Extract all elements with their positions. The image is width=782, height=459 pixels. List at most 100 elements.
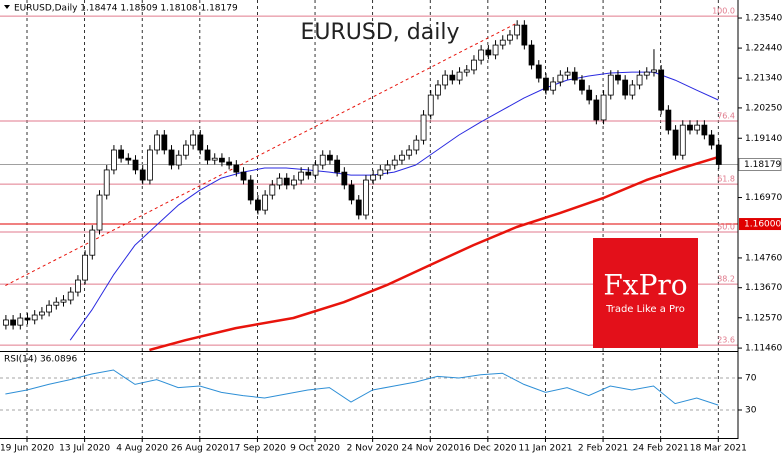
candle-body bbox=[442, 74, 449, 86]
candle-body bbox=[291, 179, 297, 186]
y-tick-label: 1.20250 bbox=[745, 103, 782, 113]
candle-body bbox=[363, 179, 369, 216]
candle-body bbox=[586, 89, 593, 101]
logo-name: FxPro bbox=[603, 269, 687, 302]
x-tick-label: 11 Jan 2021 bbox=[518, 444, 572, 454]
candle-body bbox=[478, 49, 485, 61]
candle-body bbox=[449, 74, 456, 81]
candle-body bbox=[233, 164, 240, 173]
moving-average bbox=[149, 155, 719, 351]
candle-body bbox=[67, 291, 74, 301]
candle-body bbox=[247, 179, 254, 201]
candle-body bbox=[600, 94, 607, 121]
candle-body bbox=[96, 194, 103, 231]
candle-body bbox=[564, 71, 571, 76]
candle-body bbox=[391, 159, 398, 166]
candle-body bbox=[319, 154, 326, 166]
candle-body bbox=[262, 194, 269, 211]
candle-body bbox=[103, 169, 110, 196]
candle-body bbox=[413, 139, 420, 151]
price-box-label: 1.16000 bbox=[744, 220, 781, 230]
candle-body bbox=[60, 299, 67, 303]
logo-tagline: Trade Like a Pro bbox=[605, 304, 685, 315]
candle-body bbox=[665, 109, 672, 131]
y-tick-label: 1.23540 bbox=[745, 14, 782, 24]
x-tick-label: 16 Dec 2020 bbox=[459, 444, 517, 454]
candle-body bbox=[607, 74, 614, 96]
candle-body bbox=[298, 171, 305, 181]
candle-body bbox=[492, 44, 499, 56]
candle-body bbox=[348, 184, 355, 201]
price-box bbox=[739, 218, 781, 231]
rsi-tick-label: 70 bbox=[745, 374, 757, 384]
fib-label: 38.2 bbox=[717, 275, 735, 284]
candle-body bbox=[168, 149, 175, 166]
y-tick-label: 1.11460 bbox=[745, 344, 782, 354]
rsi-label: RSI(14) 36.0896 bbox=[4, 355, 77, 365]
candle-body bbox=[111, 149, 117, 171]
candle-body bbox=[89, 229, 96, 256]
candle-body bbox=[514, 24, 521, 36]
candle-body bbox=[211, 157, 218, 161]
candle-body bbox=[204, 149, 211, 161]
candle-body bbox=[305, 171, 312, 176]
candle-body bbox=[10, 319, 17, 326]
candle-body bbox=[255, 199, 261, 211]
y-tick-label: 1.13670 bbox=[745, 283, 782, 293]
candle-body bbox=[24, 317, 31, 321]
candle-body bbox=[507, 34, 513, 41]
candle-body bbox=[161, 134, 168, 151]
candle-body bbox=[46, 304, 53, 313]
candle-body bbox=[39, 311, 45, 316]
candle-body bbox=[53, 301, 60, 306]
candle-body bbox=[377, 169, 384, 176]
x-tick-label: 4 Aug 2020 bbox=[116, 444, 168, 454]
candle-body bbox=[463, 69, 470, 73]
candle-body bbox=[399, 154, 405, 161]
candle-body bbox=[550, 81, 557, 91]
y-tick-label: 1.21340 bbox=[745, 74, 782, 84]
candle-body bbox=[629, 84, 636, 96]
y-tick-label: 1.19140 bbox=[745, 134, 782, 144]
candle-body bbox=[694, 124, 701, 131]
candle-body bbox=[615, 74, 621, 81]
candle-body bbox=[312, 164, 319, 176]
candle-body bbox=[643, 71, 650, 76]
candle-body bbox=[219, 157, 225, 163]
header: EURUSD,Daily 1.18474 1.18509 1.18108 1.1… bbox=[14, 4, 238, 14]
candle-body bbox=[384, 164, 391, 171]
candle-body bbox=[240, 171, 247, 181]
candle-body bbox=[406, 149, 413, 156]
candle-body bbox=[183, 144, 189, 156]
y-tick-label: 1.22440 bbox=[745, 44, 782, 54]
candle-body bbox=[543, 77, 549, 91]
candle-body bbox=[528, 44, 535, 66]
x-tick-label: 17 Sep 2020 bbox=[229, 444, 286, 454]
candle-body bbox=[651, 69, 657, 73]
candle-body bbox=[226, 161, 233, 166]
x-tick-label: 9 Oct 2020 bbox=[290, 444, 340, 454]
candle-body bbox=[471, 59, 477, 71]
candle-body bbox=[636, 74, 643, 86]
candle-body bbox=[435, 84, 441, 96]
candle-body bbox=[139, 169, 146, 181]
candle-body bbox=[175, 154, 182, 166]
candle-body bbox=[31, 314, 38, 321]
candle-body bbox=[579, 79, 585, 91]
candle-body bbox=[687, 124, 693, 131]
candle-body bbox=[535, 64, 542, 79]
rsi-panel bbox=[0, 353, 738, 438]
candle-body bbox=[154, 134, 161, 151]
candle-body bbox=[190, 134, 197, 146]
fib-label: 76.4 bbox=[717, 112, 735, 121]
x-tick-label: 18 Mar 2021 bbox=[690, 444, 747, 454]
x-tick-label: 2 Feb 2021 bbox=[578, 444, 628, 454]
fib-label: 100.0 bbox=[712, 7, 735, 16]
candle-body bbox=[420, 114, 427, 141]
price-box bbox=[738, 158, 782, 172]
candle-body bbox=[708, 134, 715, 146]
candle-body bbox=[355, 199, 362, 216]
fib-label: 50.0 bbox=[717, 222, 735, 231]
